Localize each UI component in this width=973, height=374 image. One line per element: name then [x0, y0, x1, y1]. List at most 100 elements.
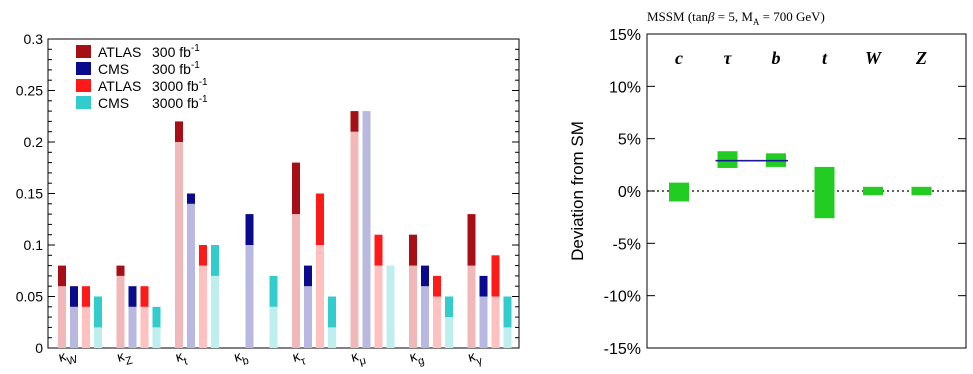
kappa-symbol: κ	[466, 347, 478, 365]
y-tick-label: 0.1	[24, 237, 44, 253]
y-tick-label: -15%	[604, 341, 641, 358]
legend-value-text: 300 fb	[152, 44, 191, 60]
bar-light	[199, 265, 207, 348]
bar-dark	[269, 275, 278, 307]
y-tick-label: 0.25	[16, 83, 43, 99]
legend-superscript: -1	[191, 60, 200, 71]
bar-light	[116, 275, 125, 348]
legend-value: 3000 fb-1	[152, 94, 208, 111]
x-category-label: κμ	[349, 346, 367, 370]
bar-dark	[421, 265, 429, 287]
legend-value: 300 fb-1	[152, 60, 200, 77]
title-mid: = 5, M	[715, 9, 754, 24]
bar-light	[374, 265, 383, 348]
bar-dark	[94, 296, 102, 328]
kappa-subscript: γ	[475, 355, 484, 368]
bar-light	[269, 306, 278, 348]
bar-dark	[433, 275, 441, 297]
bar-light	[362, 111, 371, 348]
bar-light	[491, 296, 500, 348]
bar-dark	[316, 193, 324, 245]
y-tick-label: 10%	[609, 79, 641, 96]
bar-dark	[304, 265, 312, 287]
bar-light	[152, 327, 161, 348]
bar-dark	[116, 265, 125, 276]
bar-dark	[140, 286, 149, 307]
legend-superscript: -1	[191, 43, 200, 54]
x-category-label: κZ	[115, 346, 134, 370]
deviation-box	[669, 182, 689, 202]
y-tick-label: 0.3	[24, 31, 44, 47]
bar-light	[503, 327, 512, 348]
x-category-label: κt	[174, 347, 189, 370]
y-axis-label: Deviation from SM	[568, 121, 587, 261]
bar-light	[328, 327, 336, 348]
legend-superscript: -1	[199, 94, 208, 105]
category-label: τ	[724, 48, 733, 68]
kappa-subscript: b	[241, 355, 250, 368]
bar-light	[187, 203, 195, 348]
category-label: t	[822, 48, 828, 68]
kappa-symbol: κ	[57, 347, 69, 365]
bar-dark	[152, 306, 161, 328]
deviation-box	[911, 186, 932, 196]
bar-dark	[70, 286, 78, 307]
bar-dark	[409, 234, 417, 266]
legend-swatch	[76, 79, 91, 92]
bar-dark	[328, 296, 336, 328]
bar-light	[433, 296, 441, 348]
bar-dark	[491, 255, 500, 297]
bar-dark	[199, 245, 207, 266]
legend-name: CMS	[98, 61, 129, 77]
kappa-symbol: κ	[408, 347, 420, 365]
kappa-symbol: κ	[174, 347, 186, 365]
bar-dark	[503, 296, 512, 328]
bar-light	[140, 306, 149, 348]
y-tick-label: -10%	[604, 289, 641, 306]
legend-value: 300 fb-1	[152, 43, 200, 60]
legend-name: ATLAS	[98, 78, 141, 94]
title-post: = 700 GeV)	[759, 9, 824, 24]
bar-light	[304, 286, 312, 348]
legend-swatch	[76, 96, 91, 109]
chart-title: MSSM (tanβ = 5, MA = 700 GeV)	[647, 9, 825, 27]
deviation-box	[863, 186, 883, 196]
bar-dark	[175, 121, 183, 142]
left-chart: 00.050.10.150.20.250.3κW κZ κt κb κτ κμ κg κγAT…	[16, 31, 520, 370]
category-label: W	[865, 48, 883, 68]
x-category-label: κg	[408, 346, 426, 370]
y-tick-label: 0	[35, 340, 43, 356]
legend-name: ATLAS	[98, 44, 141, 60]
bar-light	[292, 214, 300, 348]
deviation-box	[814, 166, 835, 219]
bar-dark	[479, 275, 488, 297]
bar-light	[70, 306, 78, 348]
title-beta: β	[707, 9, 715, 24]
legend-name: CMS	[98, 95, 129, 111]
bar-dark	[187, 193, 195, 204]
legend-swatch	[76, 62, 91, 75]
kappa-symbol: κ	[349, 347, 361, 365]
kappa-subscript: τ	[300, 355, 308, 368]
y-tick-label: 0.2	[24, 134, 44, 150]
legend-value: 3000 fb-1	[152, 77, 208, 94]
kappa-symbol: κ	[232, 347, 244, 365]
bar-light	[445, 317, 453, 348]
y-tick-label: 0%	[618, 184, 641, 201]
bar-light	[350, 131, 359, 348]
kappa-subscript: t	[183, 356, 189, 368]
bar-light	[421, 286, 429, 348]
bar-dark	[445, 296, 453, 318]
kappa-subscript: W	[66, 353, 80, 367]
kappa-symbol: κ	[115, 347, 127, 365]
bar-dark	[128, 286, 137, 307]
bar-light	[94, 327, 102, 348]
bar-dark	[211, 245, 219, 276]
kappa-subscript: μ	[358, 355, 367, 368]
legend-value-text: 300 fb	[152, 61, 191, 77]
kappa-subscript: g	[417, 355, 426, 368]
bar-light	[128, 306, 137, 348]
title-sub: A	[753, 17, 760, 27]
category-label: Z	[915, 48, 927, 68]
